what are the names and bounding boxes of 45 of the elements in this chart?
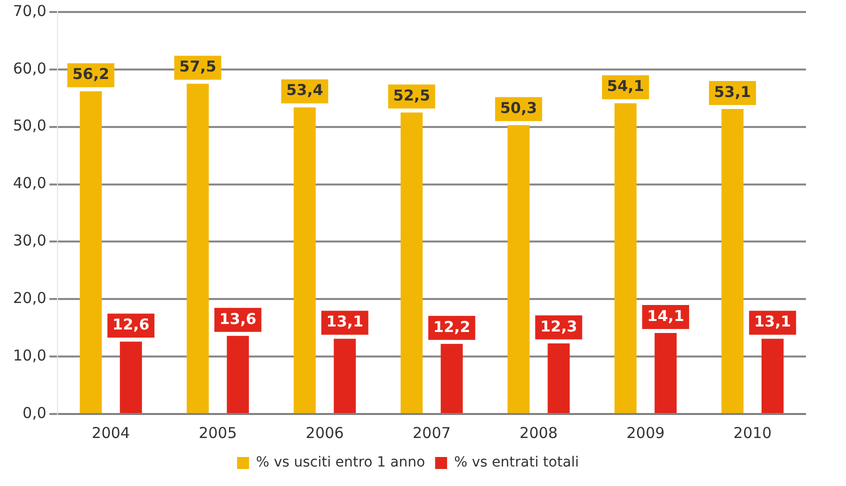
bar (654, 333, 677, 413)
bar (440, 344, 463, 413)
data-label: 14,1 (647, 306, 684, 325)
data-label: 57,5 (179, 58, 216, 76)
x-tick-label: 2004 (92, 424, 130, 442)
y-tick-label: 40,0 (12, 174, 46, 192)
x-tick-label: 2005 (198, 424, 237, 442)
y-tick-label: 10,0 (12, 346, 46, 364)
x-tick-label: 2006 (306, 424, 344, 442)
bar (334, 338, 356, 413)
bar (186, 84, 209, 413)
x-tick-label: 2007 (412, 424, 451, 442)
bar (226, 336, 249, 413)
bar (80, 91, 102, 413)
y-tick-label: 0,0 (22, 404, 46, 422)
y-tick-label: 50,0 (12, 116, 46, 135)
data-label: 13,1 (326, 312, 364, 331)
bar (721, 109, 744, 413)
bar (548, 343, 570, 413)
data-label: 53,1 (714, 82, 751, 101)
data-label: 52,5 (393, 86, 430, 104)
bar (508, 125, 530, 413)
data-label: 54,1 (607, 77, 644, 96)
x-tick-label: 2010 (733, 424, 772, 442)
data-label: 12,3 (540, 317, 578, 336)
y-tick-label: 30,0 (12, 232, 46, 250)
data-label: 13,6 (219, 310, 256, 328)
bar (614, 103, 637, 413)
y-tick-label: 20,0 (12, 289, 46, 308)
x-tick-label: 2008 (520, 424, 558, 442)
data-label: 12,2 (433, 318, 470, 336)
bar (400, 112, 423, 413)
legend-label: % vs usciti entro 1 anno (256, 454, 426, 471)
bar (762, 338, 784, 413)
data-label: 13,1 (754, 312, 792, 331)
bar (120, 342, 142, 413)
legend-label: % vs entrati totali (454, 454, 579, 471)
bar (294, 107, 316, 413)
x-tick-label: 2009 (626, 424, 665, 442)
data-label: 12,6 (112, 316, 150, 334)
data-label: 53,4 (286, 81, 324, 100)
data-label: 56,2 (72, 65, 110, 84)
y-tick-label: 60,0 (12, 59, 46, 78)
y-tick-label: 70,0 (12, 2, 46, 20)
data-label: 50,3 (500, 99, 538, 118)
